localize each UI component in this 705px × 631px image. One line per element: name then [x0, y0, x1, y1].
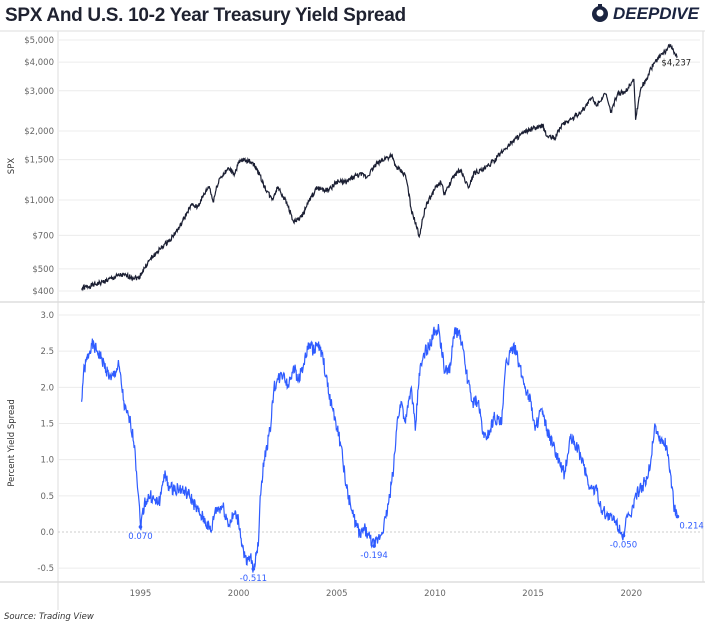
deepdive-logo: DEEPDIVE	[590, 3, 699, 25]
x-tick-label: 2005	[326, 589, 348, 599]
spread-tick-label: 0.5	[40, 492, 54, 502]
spread-tick-label: 2.5	[40, 347, 54, 357]
x-tick-label: 2020	[620, 589, 642, 599]
chart-canvas: $5,000 $4,000 $3,000 $2,000 $1,500 $1,000 $700…	[0, 30, 705, 610]
spread-tick-label: 1.0	[40, 456, 54, 466]
annotation-point	[675, 514, 680, 519]
spread-tick-label: 0.0	[40, 528, 54, 538]
spx-tick-label: $1,000	[24, 196, 54, 206]
x-tick-label: 2015	[522, 589, 544, 599]
spx-tick-label: $500	[32, 265, 54, 275]
spread-axis-label: Percent Yield Spread	[7, 399, 17, 487]
spx-end-label: $4,237	[661, 58, 691, 68]
annotation-label: -0.194	[360, 551, 387, 561]
spread-tick-label: -0.5	[37, 564, 54, 574]
spx-line	[81, 43, 678, 292]
chart-title: SPX And U.S. 10-2 Year Treasury Yield Sp…	[5, 5, 406, 26]
annotation-point	[138, 525, 143, 529]
spx-axis-label: SPX	[7, 158, 17, 175]
spx-tick-label: $400	[32, 287, 54, 297]
spx-tick-label: $1,500	[24, 156, 54, 166]
annotation-point	[251, 567, 256, 571]
spread-line	[81, 323, 678, 573]
x-tick-label: 1995	[130, 589, 152, 599]
x-tick-label: 2010	[424, 589, 446, 599]
annotation-label: -0.050	[610, 541, 637, 551]
spx-tick-label: $4,000	[24, 58, 54, 68]
spread-tick-label: 3.0	[40, 311, 54, 321]
spx-tick-label: $3,000	[24, 87, 54, 97]
annotation-label: -0.511	[240, 574, 267, 584]
spread-tick-label: 1.5	[40, 420, 54, 430]
diver-helmet-icon	[592, 4, 609, 22]
logo-text: DEEPDIVE	[613, 4, 699, 23]
x-tick-label: 2000	[228, 589, 250, 599]
spread-tick-label: 2.0	[40, 383, 54, 393]
spx-tick-label: $700	[32, 231, 54, 241]
spx-tick-label: $5,000	[24, 36, 54, 46]
annotation-label: 0.214	[679, 522, 703, 532]
annotation-label: 0.070	[128, 532, 152, 542]
annotation-point	[372, 544, 376, 548]
spx-tick-label: $2,000	[24, 127, 54, 137]
annotation-point	[621, 533, 626, 538]
source-note: Source: Trading View	[4, 612, 94, 622]
